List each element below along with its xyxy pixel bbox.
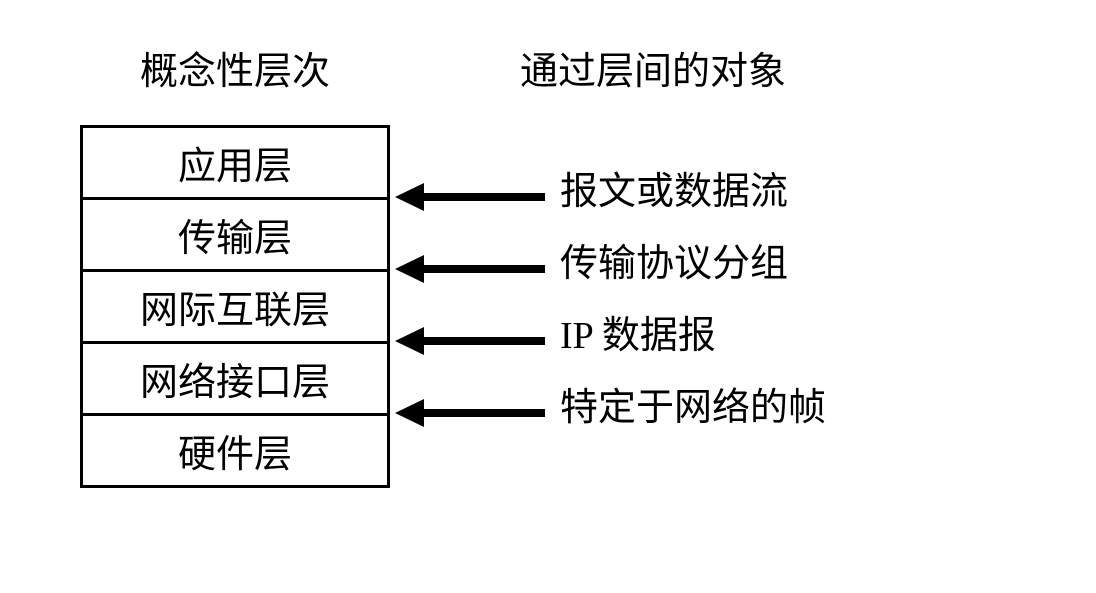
arrow-left-icon xyxy=(390,247,550,291)
object-label: 传输协议分组 xyxy=(560,232,788,287)
arrow-left-icon xyxy=(390,175,550,219)
arrow-left-icon xyxy=(390,319,550,363)
arrow-row-1 xyxy=(390,125,560,197)
object-message-stream: 报文或数据流 xyxy=(560,125,826,197)
objects-column: 报文或数据流 传输协议分组 IP 数据报 特定于网络的帧 xyxy=(560,125,826,413)
content-row: 应用层 传输层 网际互联层 网络接口层 硬件层 xyxy=(80,125,1020,488)
layer-stack: 应用层 传输层 网际互联层 网络接口层 硬件层 xyxy=(80,125,390,488)
layer-network-interface: 网络接口层 xyxy=(83,344,387,416)
object-label: 报文或数据流 xyxy=(560,160,788,215)
layer-transport: 传输层 xyxy=(83,200,387,272)
header-conceptual-levels: 概念性层次 xyxy=(80,40,390,95)
object-label: 特定于网络的帧 xyxy=(560,376,826,431)
layer-application: 应用层 xyxy=(83,128,387,200)
headers-row: 概念性层次 通过层间的对象 xyxy=(80,40,1020,95)
arrows-column xyxy=(390,125,560,413)
layer-internet: 网际互联层 xyxy=(83,272,387,344)
arrow-left-icon xyxy=(390,391,550,435)
object-label: IP 数据报 xyxy=(560,304,716,359)
header-objects-between-layers: 通过层间的对象 xyxy=(520,40,786,95)
diagram-container: 概念性层次 通过层间的对象 应用层 传输层 网际互联层 网络接口层 硬件层 xyxy=(80,40,1020,488)
layer-hardware: 硬件层 xyxy=(83,416,387,488)
